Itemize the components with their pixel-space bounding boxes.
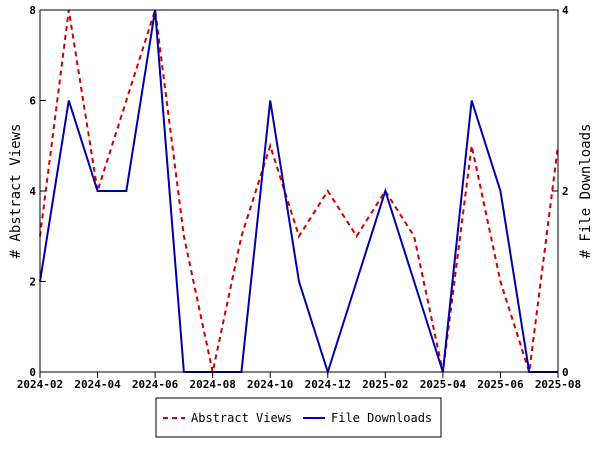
y-right-tick-label: 4 [562, 4, 569, 17]
y-left-tick-label: 2 [29, 276, 36, 289]
legend-label-abstract-views: Abstract Views [191, 411, 292, 425]
legend: Abstract Views File Downloads [155, 397, 442, 438]
y-axis-right-title: # File Downloads [578, 124, 594, 259]
y-right-tick-label: 2 [562, 185, 569, 198]
chart-marks [39, 9, 559, 376]
y-left-tick-label: 6 [29, 95, 36, 108]
x-tick-label: 2024-04 [74, 378, 121, 391]
x-tick-label: 2025-02 [362, 378, 408, 391]
series-line-abstract-views [39, 9, 559, 373]
legend-box [155, 397, 442, 438]
x-tick-label: 2024-08 [189, 378, 235, 391]
x-tick-label: 2025-04 [420, 378, 467, 391]
legend-label-file-downloads: File Downloads [331, 411, 432, 425]
x-tick-label: 2025-08 [535, 378, 581, 391]
y-left-tick-label: 8 [29, 4, 36, 17]
y-left-tick-label: 4 [29, 185, 36, 198]
axis-ticks: 2024-02 2024-04 2024-06 2024-08 2024-10 2024-… [17, 4, 581, 391]
x-tick-label: 2024-10 [247, 378, 293, 391]
y-left-tick-label: 0 [29, 366, 36, 379]
x-tick-label: 2024-02 [17, 378, 63, 391]
x-tick-label: 2024-06 [132, 378, 179, 391]
y-right-tick-label: 0 [562, 366, 569, 379]
x-tick-label: 2025-06 [477, 378, 524, 391]
y-axis-left-title: # Abstract Views [8, 124, 24, 259]
series-line-file-downloads [39, 9, 558, 376]
x-tick-label: 2024-12 [305, 378, 351, 391]
